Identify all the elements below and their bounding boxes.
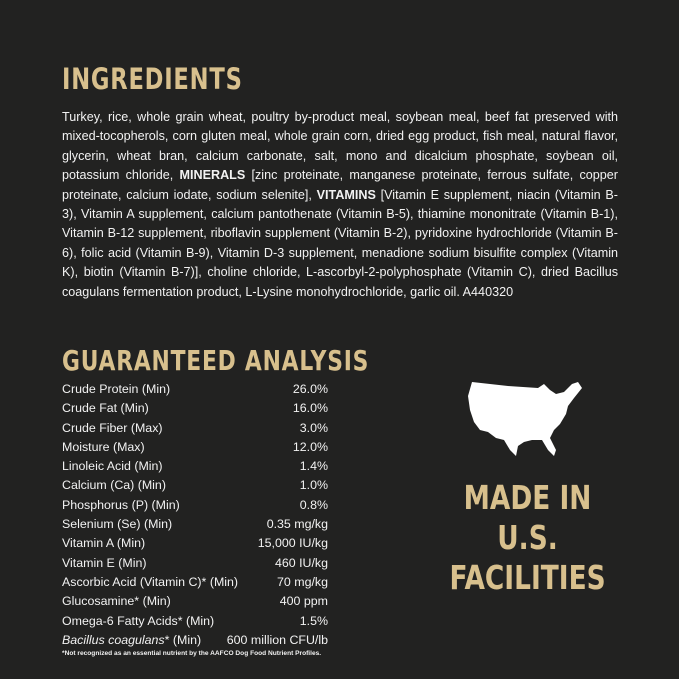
vitamins-text: [Vitamin E supplement, niacin (Vitamin B… [62,187,618,299]
analysis-value: 16.0% [292,401,328,416]
analysis-label: Crude Fiber (Max) [62,420,163,435]
analysis-value: 400 ppm [279,594,328,609]
analysis-label: Crude Fat (Min) [62,401,149,416]
vitamins-label: VITAMINS [316,187,376,202]
origin-line: MADE IN [463,478,592,517]
analysis-row: Omega-6 Fatty Acids* (Min) 1.5% [62,612,328,631]
analysis-value: 1.4% [299,459,328,474]
analysis-label-rest: * (Min) [164,632,202,647]
ingredients-list: Turkey, rice, whole grain wheat, poultry… [62,108,618,302]
analysis-row: Selenium (Se) (Min) 0.35 mg/kg [62,515,328,534]
analysis-value: 600 million CFU/lb [226,632,328,647]
analysis-row: Calcium (Ca) (Min) 1.0% [62,476,328,495]
analysis-label: Moisture (Max) [62,439,145,454]
analysis-row: Crude Fiber (Max) 3.0% [62,419,328,438]
analysis-label: Linoleic Acid (Min) [62,459,163,474]
analysis-row: Moisture (Max) 12.0% [62,438,328,457]
analysis-row: Ascorbic Acid (Vitamin C)* (Min) 70 mg/kg [62,573,328,592]
origin-line: U.S. [497,518,558,557]
analysis-row: Crude Protein (Min) 26.0% [62,380,328,399]
analysis-value: 1.5% [299,613,328,628]
analysis-row: Crude Fat (Min) 16.0% [62,399,328,418]
ingredients-text: Turkey, rice, whole grain wheat, poultry… [62,110,618,183]
analysis-row: Glucosamine* (Min) 400 ppm [62,592,328,611]
footnote: *Not recognized as an essential nutrient… [62,650,322,657]
analysis-value: 460 IU/kg [274,555,328,570]
analysis-value: 0.8% [299,497,328,512]
analysis-row: Vitamin A (Min) 15,000 IU/kg [62,534,328,553]
analysis-value: 15,000 IU/kg [257,536,328,551]
minerals-text: [zinc proteinate, manganese proteinate, … [62,168,618,202]
analysis-value: 12.0% [292,439,328,454]
analysis-row: Vitamin E (Min) 460 IU/kg [62,554,328,573]
analysis-value: 1.0% [299,478,328,493]
analysis-value: 26.0% [292,382,328,396]
analysis-label: Calcium (Ca) (Min) [62,478,166,493]
analysis-row: Linoleic Acid (Min) 1.4% [62,457,328,476]
analysis-label-italic: Bacillus coagulans [62,632,165,647]
analysis-label: Bacillus coagulans* (Min) [62,631,201,650]
analysis-row: Phosphorus (P) (Min) 0.8% [62,496,328,515]
analysis-row: Bacillus coagulans* (Min) 600 million CF… [62,631,328,650]
minerals-label: MINERALS [179,168,246,183]
ingredients-title: INGREDIENTS [62,62,243,96]
usa-map-icon [468,382,582,456]
analysis-value: 70 mg/kg [277,574,328,589]
analysis-table: Crude Protein (Min) 26.0% Crude Fat (Min) 1… [62,380,328,650]
analysis-label: Crude Protein (Min) [62,382,171,396]
guaranteed-analysis-title: GUARANTEED ANALYSIS [62,344,370,377]
analysis-label: Vitamin A (Min) [62,536,146,551]
analysis-label: Ascorbic Acid (Vitamin C)* (Min) [62,574,239,589]
origin-line: FACILITIES [449,558,606,597]
analysis-label: Vitamin E (Min) [62,555,147,570]
analysis-label: Selenium (Se) (Min) [62,517,173,532]
made-in-usa-badge: MADE IN U.S. FACILITIES [430,478,625,598]
analysis-label: Phosphorus (P) (Min) [62,497,180,512]
analysis-label: Glucosamine* (Min) [62,594,171,609]
analysis-value: 0.35 mg/kg [266,517,328,532]
analysis-label: Omega-6 Fatty Acids* (Min) [62,613,215,628]
analysis-value: 3.0% [299,420,328,435]
